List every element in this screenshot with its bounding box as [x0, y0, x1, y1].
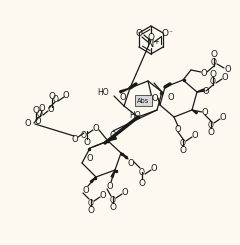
Text: O: O — [25, 119, 31, 127]
Text: O: O — [110, 131, 116, 139]
Text: O: O — [210, 70, 216, 78]
Text: O: O — [48, 91, 55, 100]
Polygon shape — [192, 110, 198, 114]
Text: Abs: Abs — [137, 98, 149, 103]
Text: O: O — [139, 168, 145, 176]
Polygon shape — [111, 170, 115, 177]
Text: O: O — [202, 108, 208, 117]
Polygon shape — [197, 89, 204, 92]
Polygon shape — [108, 137, 116, 141]
Text: O: O — [87, 154, 93, 162]
Text: O: O — [37, 110, 43, 119]
Text: O: O — [109, 203, 116, 211]
Text: O: O — [220, 112, 226, 122]
Text: O: O — [100, 191, 106, 199]
Text: O: O — [128, 159, 134, 168]
Text: O: O — [211, 58, 217, 66]
Text: O: O — [110, 196, 116, 205]
Text: O: O — [120, 93, 126, 101]
Text: O: O — [203, 86, 209, 96]
Polygon shape — [121, 153, 128, 159]
Text: +: + — [153, 39, 159, 45]
Polygon shape — [120, 88, 130, 93]
Text: O: O — [107, 182, 113, 191]
Text: O: O — [93, 123, 99, 133]
Text: O: O — [53, 95, 59, 103]
FancyBboxPatch shape — [134, 96, 151, 106]
Text: O: O — [84, 137, 90, 147]
Text: O: O — [48, 105, 54, 113]
Text: O: O — [88, 206, 95, 215]
Text: O: O — [210, 49, 217, 59]
Text: HO: HO — [129, 110, 141, 120]
Text: O: O — [208, 121, 214, 130]
Text: O: O — [63, 90, 69, 99]
Text: O: O — [32, 106, 40, 114]
Text: O: O — [35, 117, 41, 125]
Text: HO: HO — [97, 87, 109, 97]
Text: O: O — [208, 127, 215, 136]
Text: O: O — [180, 146, 186, 155]
Text: O: O — [151, 163, 157, 172]
Text: O: O — [175, 124, 181, 134]
Text: O: O — [83, 185, 89, 195]
Text: O: O — [201, 69, 207, 77]
Text: N: N — [147, 39, 155, 49]
Text: O: O — [72, 135, 78, 144]
Text: O: O — [81, 131, 87, 139]
Text: O: O — [162, 29, 168, 38]
Text: O: O — [136, 29, 143, 38]
Polygon shape — [90, 177, 96, 183]
Text: O: O — [192, 131, 198, 139]
Text: O: O — [122, 187, 128, 196]
Text: O: O — [180, 138, 186, 147]
Text: O: O — [88, 198, 94, 208]
Text: O: O — [152, 94, 158, 102]
Text: O: O — [39, 103, 45, 112]
Text: O: O — [222, 73, 228, 82]
Text: O: O — [138, 179, 145, 187]
Text: O: O — [210, 76, 216, 86]
Text: O: O — [168, 93, 174, 101]
Text: O: O — [148, 33, 155, 41]
Text: ⁻: ⁻ — [168, 28, 172, 37]
Text: O: O — [225, 64, 231, 74]
